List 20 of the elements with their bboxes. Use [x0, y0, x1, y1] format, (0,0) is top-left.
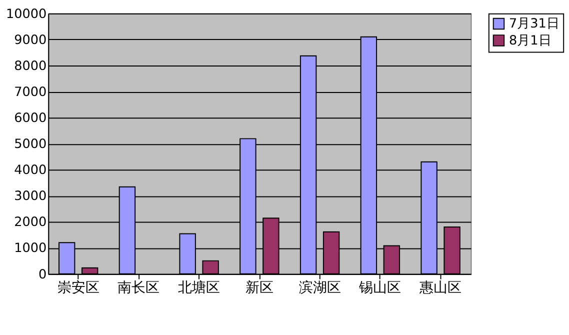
x-tick-label: 崇安区	[57, 280, 100, 296]
y-tick-label: 5000	[14, 137, 47, 152]
y-tick-label: 0	[38, 267, 47, 282]
x-tick-label: 锡山区	[358, 280, 402, 296]
y-tick-label: 2000	[14, 215, 47, 230]
y-tick-label: 10000	[6, 6, 47, 22]
x-tick-label: 滨湖区	[298, 280, 341, 296]
legend-label: 7月31日	[509, 16, 560, 32]
x-tick-label: 南长区	[118, 280, 160, 296]
y-tick-label: 8000	[14, 58, 47, 74]
y-tick-label: 1000	[14, 241, 47, 256]
x-tick-label: 北塘区	[178, 280, 220, 296]
legend-label: 8月1日	[509, 33, 552, 48]
x-tick-label: 惠山区	[418, 280, 462, 296]
y-tick-label: 6000	[14, 111, 47, 126]
y-tick-label: 3000	[14, 189, 47, 204]
x-tick-label: 新区	[245, 280, 274, 296]
y-tick-label: 4000	[14, 163, 47, 178]
y-tick-label: 7000	[14, 84, 47, 100]
y-tick-label: 9000	[14, 32, 47, 48]
